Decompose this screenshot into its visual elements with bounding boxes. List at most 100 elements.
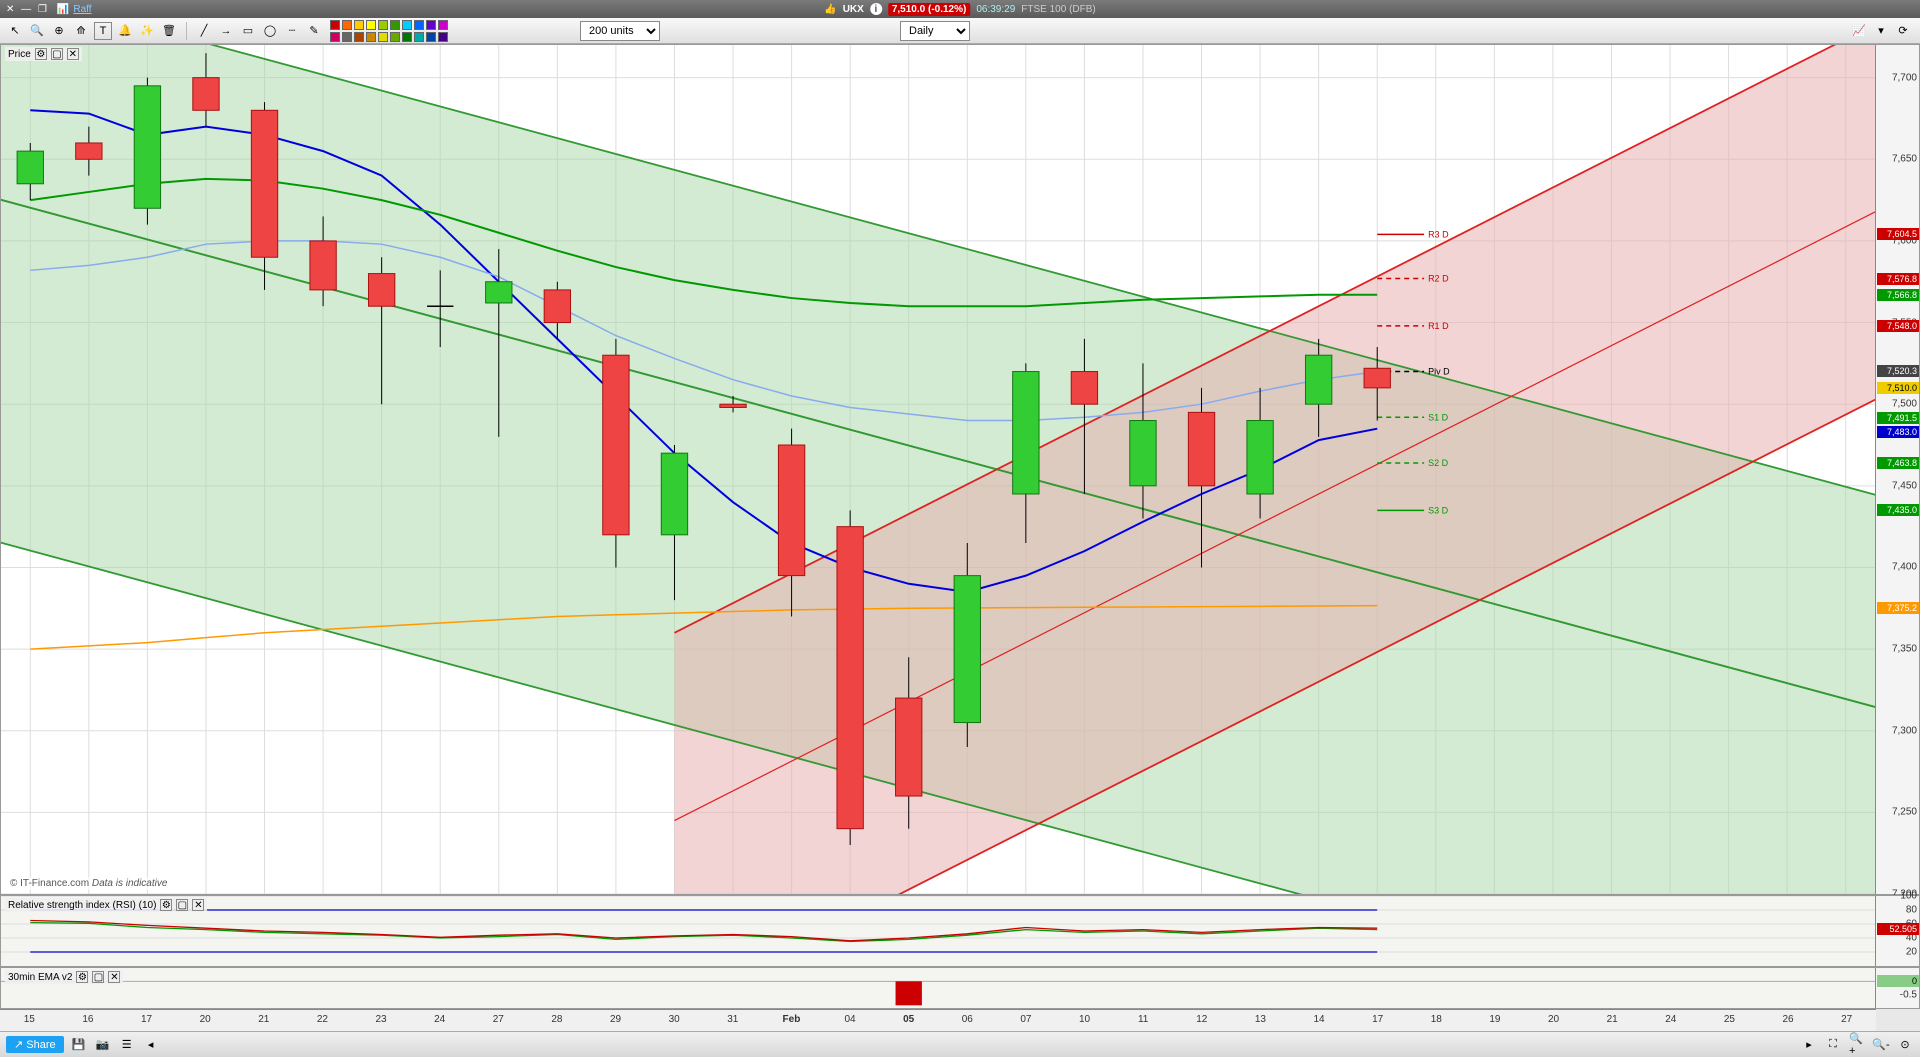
palette-swatch[interactable] <box>402 32 412 42</box>
rect-tool-icon[interactable]: ▭ <box>239 22 257 40</box>
trash-icon[interactable]: 🗑 <box>160 22 178 40</box>
palette-swatch[interactable] <box>438 32 448 42</box>
zoom-fit-icon[interactable]: ⛶ <box>1824 1036 1842 1054</box>
line-tool-icon[interactable]: ╱ <box>195 22 213 40</box>
cursor-tool-icon[interactable]: ↖ <box>6 22 24 40</box>
y-marker: 7,375.2 <box>1877 602 1919 614</box>
palette-swatch[interactable] <box>366 20 376 30</box>
palette-swatch[interactable] <box>378 20 388 30</box>
y-tick: 7,250 <box>1892 807 1917 818</box>
price-panel: Price ⚙ ▢ ✕ R3 DR2 DR1 DPiv DS1 DS2 DS3 … <box>0 44 1920 895</box>
palette-swatch[interactable] <box>390 32 400 42</box>
y-tick: 7,350 <box>1892 644 1917 655</box>
export-icon[interactable]: 💾 <box>70 1036 88 1054</box>
ema-y-axis[interactable]: -0.500 <box>1875 968 1919 1008</box>
units-select[interactable]: 200 units <box>580 21 660 41</box>
ellipse-tool-icon[interactable]: ◯ <box>261 22 279 40</box>
y-tick: 7,500 <box>1892 399 1917 410</box>
minimize-icon[interactable]: — <box>21 4 31 15</box>
zoom-in-icon[interactable]: 🔍+ <box>1848 1036 1866 1054</box>
x-tick: 29 <box>610 1014 621 1025</box>
settings-icon[interactable]: ⚙ <box>160 899 172 911</box>
svg-text:R1 D: R1 D <box>1428 321 1449 331</box>
x-tick: 20 <box>1548 1014 1559 1025</box>
timeframe-select[interactable]: Daily <box>900 21 970 41</box>
crosshair-tool-icon[interactable]: ⊕ <box>50 22 68 40</box>
settings-icon[interactable]: ⚙ <box>35 48 47 60</box>
camera-icon[interactable]: 📷 <box>94 1036 112 1054</box>
x-tick: 13 <box>1255 1014 1266 1025</box>
arrow-tool-icon[interactable]: → <box>217 22 235 40</box>
zoom-reset-icon[interactable]: ⊙ <box>1896 1036 1914 1054</box>
pan-tool-icon[interactable]: ⟰ <box>72 22 90 40</box>
raff-link[interactable]: Raff <box>73 4 91 15</box>
palette-swatch[interactable] <box>426 32 436 42</box>
main-area: Price ⚙ ▢ ✕ R3 DR2 DR1 DPiv DS1 DS2 DS3 … <box>0 44 1920 1031</box>
bell-icon[interactable]: 🔔 <box>116 22 134 40</box>
panel-close-icon[interactable]: ✕ <box>192 899 204 911</box>
ema-panel-label: 30min EMA v2 ⚙ ▢ ✕ <box>5 970 123 984</box>
panel-max-icon[interactable]: ▢ <box>51 48 63 60</box>
y-tick: -0.5 <box>1900 989 1917 1000</box>
palette-swatch[interactable] <box>390 20 400 30</box>
x-tick: 27 <box>1841 1014 1852 1025</box>
thumbs-icon[interactable]: 👍 <box>824 4 836 15</box>
x-tick: 31 <box>727 1014 738 1025</box>
zoom-tool-icon[interactable]: 🔍 <box>28 22 46 40</box>
palette-swatch[interactable] <box>354 32 364 42</box>
y-marker: 7,463.8 <box>1877 457 1919 469</box>
palette-swatch[interactable] <box>342 20 352 30</box>
palette-swatch[interactable] <box>378 32 388 42</box>
copyright-text: © IT-Finance.com Data is indicative <box>7 877 170 890</box>
svg-text:R3 D: R3 D <box>1428 229 1449 239</box>
text-tool-icon[interactable]: T <box>94 22 112 40</box>
info-icon[interactable]: i <box>870 3 882 15</box>
scroll-right-icon[interactable]: ▸ <box>1800 1036 1818 1054</box>
palette-swatch[interactable] <box>426 20 436 30</box>
x-tick: 19 <box>1489 1014 1500 1025</box>
palette-swatch[interactable] <box>414 32 424 42</box>
palette-swatch[interactable] <box>414 20 424 30</box>
palette-swatch[interactable] <box>342 32 352 42</box>
x-tick: 27 <box>493 1014 504 1025</box>
zoom-out-icon[interactable]: 🔍- <box>1872 1036 1890 1054</box>
dropdown-icon[interactable]: ▾ <box>1872 22 1890 40</box>
price-chart-area[interactable]: R3 DR2 DR1 DPiv DS1 DS2 DS3 D <box>1 45 1875 894</box>
pencil-tool-icon[interactable]: ✎ <box>305 22 323 40</box>
ema-chart-area[interactable] <box>1 968 1875 1008</box>
x-tick: 16 <box>82 1014 93 1025</box>
x-tick: 18 <box>1431 1014 1442 1025</box>
list-icon[interactable]: ☰ <box>118 1036 136 1054</box>
x-tick: 30 <box>669 1014 680 1025</box>
x-tick: 04 <box>845 1014 856 1025</box>
palette-swatch[interactable] <box>354 20 364 30</box>
share-button[interactable]: ↗ Share <box>6 1036 64 1053</box>
svg-text:S1 D: S1 D <box>1428 412 1449 422</box>
panel-close-icon[interactable]: ✕ <box>67 48 79 60</box>
panel-close-icon[interactable]: ✕ <box>108 971 120 983</box>
y-marker: 7,604.5 <box>1877 228 1919 240</box>
scroll-left-icon[interactable]: ◂ <box>142 1036 160 1054</box>
rsi-chart-area[interactable] <box>1 896 1875 966</box>
palette-swatch[interactable] <box>402 20 412 30</box>
close-icon[interactable]: ✕ <box>6 4 14 15</box>
price-y-axis[interactable]: 7,2007,2507,3007,3507,4007,4507,5007,550… <box>1875 45 1919 894</box>
instrument-name: FTSE 100 (DFB) <box>1021 4 1095 15</box>
refresh-icon[interactable]: ⟳ <box>1894 22 1912 40</box>
panel-max-icon[interactable]: ▢ <box>92 971 104 983</box>
indicator-icon[interactable]: 📈 <box>1850 22 1868 40</box>
palette-swatch[interactable] <box>438 20 448 30</box>
settings-icon[interactable]: ⚙ <box>76 971 88 983</box>
color-palette[interactable] <box>329 19 457 43</box>
palette-swatch[interactable] <box>366 32 376 42</box>
palette-swatch[interactable] <box>330 20 340 30</box>
x-axis[interactable]: 15161720212223242728293031Feb04050607101… <box>0 1009 1876 1031</box>
palette-swatch[interactable] <box>330 32 340 42</box>
maximize-icon[interactable]: ❐ <box>38 4 47 15</box>
dash-tool-icon[interactable]: ┄ <box>283 22 301 40</box>
x-tick: 25 <box>1724 1014 1735 1025</box>
panel-max-icon[interactable]: ▢ <box>176 899 188 911</box>
rsi-y-axis[interactable]: 2040608010052.505 <box>1875 896 1919 966</box>
wand-icon[interactable]: ✨ <box>138 22 156 40</box>
window-title-bar: ✕ — ❐ 📊 Raff 👍 UKX i 7,510.0 (-0.12%) 06… <box>0 0 1920 18</box>
